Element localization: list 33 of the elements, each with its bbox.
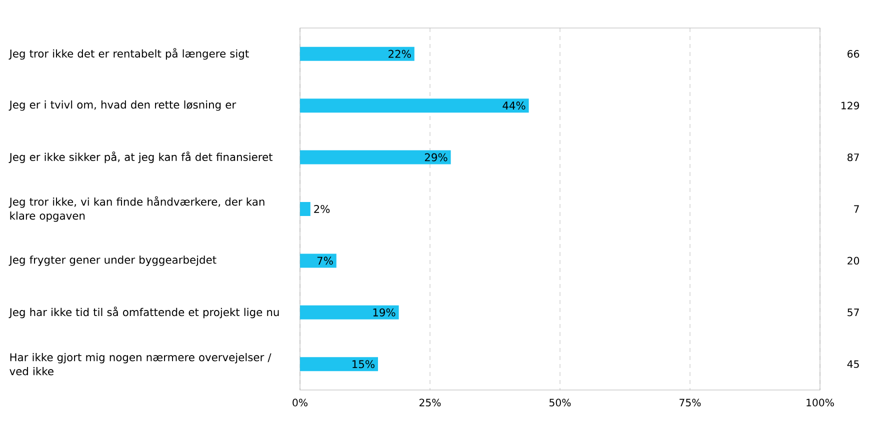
- data-label: 44%: [502, 102, 526, 110]
- bar: [300, 150, 451, 164]
- bar: [300, 46, 414, 61]
- y-tick-label: Jeg frygter gener under byggearbejdet: [8, 256, 216, 266]
- y-tick-label: Jeg er i tvivl om, hvad den rette løsning er: [8, 100, 236, 111]
- text: 20: [848, 256, 860, 265]
- x-tick-label: 25%: [419, 398, 441, 406]
- data-label: 15%: [352, 360, 374, 368]
- y-tick-label: Jeg har ikke tid til så omfattende et projekt lige nu: [8, 306, 279, 318]
- y-tick-label: Jeg tror ikke det er rentabelt på længere sigt: [8, 48, 249, 60]
- data-label: 29%: [424, 153, 448, 162]
- bar: [300, 357, 378, 372]
- y-tick-label: Jeg tror ikke, vi kan finde håndværkere, der kan klare opgaven: [8, 196, 264, 222]
- y-tick-label: Jeg er ikke sikker på, at jeg kan få det finansieret: [8, 152, 273, 164]
- text: 66: [848, 50, 860, 58]
- bar: [300, 202, 310, 216]
- x-tick-label: 50%: [550, 398, 571, 406]
- y-tick-label: Har ikke gjort mig nogen nærmere overvejelser / ved ikke: [10, 353, 272, 376]
- text: 57: [848, 308, 859, 316]
- bar: [300, 98, 529, 113]
- x-tick-label: 0%: [292, 398, 308, 406]
- bar: [300, 254, 336, 268]
- text: 7: [854, 205, 859, 213]
- text: 45: [847, 360, 859, 368]
- data-label: 22%: [388, 50, 411, 58]
- data-label: 19%: [373, 308, 396, 316]
- x-tick-label: 100%: [806, 398, 834, 406]
- text: 87: [848, 153, 859, 162]
- data-label: 2%: [314, 204, 330, 214]
- text: 129: [842, 102, 860, 110]
- x-tick-label: 75%: [680, 398, 701, 406]
- data-label: 7%: [317, 256, 333, 265]
- bar: [300, 305, 399, 320]
